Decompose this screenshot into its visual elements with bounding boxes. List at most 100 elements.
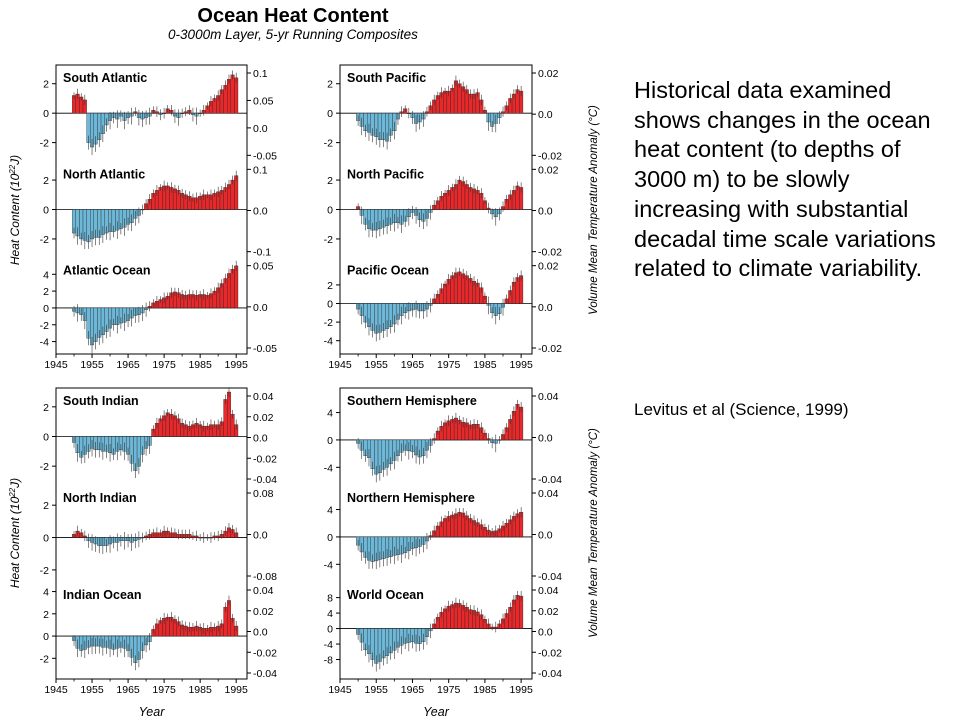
x-tick-label: 1955 <box>80 684 104 696</box>
x-tick-label: 1985 <box>188 359 212 371</box>
x-tick-label: 1965 <box>116 684 140 696</box>
right-tick-label: -0.05 <box>253 343 277 355</box>
right-tick-label: -0.02 <box>538 150 562 162</box>
left-tick-label: -2 <box>324 138 333 150</box>
right-tick-label: 0.0 <box>538 206 553 218</box>
right-tick-label: 0.0 <box>253 302 268 314</box>
right-tick-label: 0.0 <box>253 206 268 218</box>
right-tick-label: -0.04 <box>538 474 562 486</box>
x-tick-label: 1965 <box>116 359 140 371</box>
right-tick-label: 0.05 <box>253 261 274 273</box>
subplot-title: South Pacific <box>347 71 426 85</box>
x-tick-label: 1945 <box>44 684 68 696</box>
subplot-title: Pacific Ocean <box>347 264 429 278</box>
left-tick-label: 0 <box>43 533 49 545</box>
bar <box>234 77 239 114</box>
left-tick-label: 4 <box>43 269 49 281</box>
bar <box>230 269 235 309</box>
left-tick-label: 0 <box>327 624 333 636</box>
subplot-title: North Indian <box>63 491 137 505</box>
bar <box>158 187 163 210</box>
right-tick-label: -0.04 <box>253 668 277 680</box>
right-tick-label: 0.1 <box>253 164 268 176</box>
right-tick-label: 0.0 <box>253 627 268 639</box>
right-tick-label: -0.02 <box>253 647 277 659</box>
left-tick-label: 2 <box>43 500 49 512</box>
right-tick-label: -0.05 <box>253 150 277 162</box>
subplot-title: South Indian <box>63 394 139 408</box>
right-tick-label: 0.0 <box>538 302 553 314</box>
subplot-title: North Pacific <box>347 167 424 181</box>
subplot-title: Atlantic Ocean <box>63 264 151 278</box>
left-tick-label: 2 <box>43 609 49 621</box>
subplot-north-indian: North Indian 2 0 -2 0.08 0.0 -0.08 <box>40 488 277 583</box>
left-tick-label: 0 <box>43 205 49 217</box>
right-tick-label: 0.0 <box>538 109 553 121</box>
bar <box>227 273 231 309</box>
x-tick-label: 1985 <box>188 684 212 696</box>
subplot-north-pacific: North Pacific 2 0 -2 0.02 0.0 -0.02 <box>324 164 562 258</box>
subplot-title: World Ocean <box>347 588 424 602</box>
left-tick-label: -4 <box>324 336 333 348</box>
right-tick-label: 0.0 <box>253 530 268 542</box>
right-tick-label: -0.02 <box>538 343 562 355</box>
panel-bottom-left: South Indian20-20.040.020.0-0.02-0.04Nor… <box>40 387 277 719</box>
left-tick-label: -2 <box>40 138 49 150</box>
x-axis-label: Year <box>139 705 166 719</box>
subplot-southern-hemisphere: Southern Hemisphere 4 0 -4 0.04 0.0 -0.04 <box>324 391 562 486</box>
subplot-indian-ocean: Indian Ocean 4 2 0 -2 0.04 0.02 0.0 -0.02 -0.04 <box>40 585 277 680</box>
subplot-title: South Atlantic <box>63 71 147 85</box>
bar <box>457 179 462 210</box>
bar <box>515 595 520 629</box>
left-tick-label: 4 <box>43 587 49 599</box>
x-tick-label: 1945 <box>44 359 68 371</box>
left-tick-label: 2 <box>43 175 49 187</box>
panel-frame <box>339 387 533 680</box>
x-tick-label: 1975 <box>152 684 176 696</box>
right-tick-label: 0.0 <box>538 433 553 445</box>
right-tick-label: 0.0 <box>253 123 268 135</box>
right-tick-label: 0.1 <box>253 68 268 80</box>
bar <box>450 275 455 304</box>
right-tick-label: 0.04 <box>253 585 274 597</box>
figure-title: Ocean Heat Content <box>197 5 388 27</box>
x-tick-label: 1975 <box>152 359 176 371</box>
right-tick-label: -0.08 <box>253 571 277 583</box>
bar <box>223 399 228 437</box>
x-tick-label: 1955 <box>365 359 389 371</box>
left-tick-label: 4 <box>327 505 333 517</box>
bar <box>230 74 235 114</box>
left-tick-label: -2 <box>40 461 49 473</box>
x-tick-label: 1985 <box>473 684 497 696</box>
left-tick-label: 0 <box>43 108 49 120</box>
left-tick-label: 0 <box>43 432 49 444</box>
left-tick-label: -4 <box>324 639 333 651</box>
left-tick-label: 4 <box>327 408 333 420</box>
left-tick-label: -2 <box>324 317 333 329</box>
left-tick-label: 2 <box>43 402 49 414</box>
left-tick-label: 0 <box>327 532 333 544</box>
right-tick-label: 0.04 <box>538 391 559 403</box>
left-tick-label: 0 <box>327 435 333 447</box>
left-tick-label: 2 <box>327 175 333 187</box>
right-tick-label: -0.02 <box>253 453 277 465</box>
right-tick-label: -0.1 <box>253 247 271 259</box>
left-tick-label: 2 <box>43 79 49 91</box>
description-text: Historical data examined shows changes i… <box>634 77 936 282</box>
right-tick-label: 0.0 <box>253 433 268 445</box>
bar <box>227 600 231 637</box>
left-tick-label: 8 <box>327 593 333 605</box>
right-tick-label: 0.02 <box>253 412 274 424</box>
x-axis-label: Year <box>423 705 450 719</box>
right-tick-label: 0.02 <box>538 606 559 618</box>
right-axis-label-top: Volume Mean Temperature Anomaly (°C) <box>588 105 600 315</box>
x-tick-label: 1975 <box>437 684 461 696</box>
subplot-pacific-ocean: Pacific Ocean 2 0 -2 -4 0.02 0.0 -0.02 <box>324 261 562 355</box>
bar <box>457 271 462 304</box>
subplot-south-indian: South Indian 2 0 -2 0.04 0.02 0.0 -0.02 -0.04 <box>40 387 277 486</box>
bar <box>230 179 235 210</box>
right-tick-label: 0.04 <box>253 391 274 403</box>
right-tick-label: 0.08 <box>253 488 274 500</box>
